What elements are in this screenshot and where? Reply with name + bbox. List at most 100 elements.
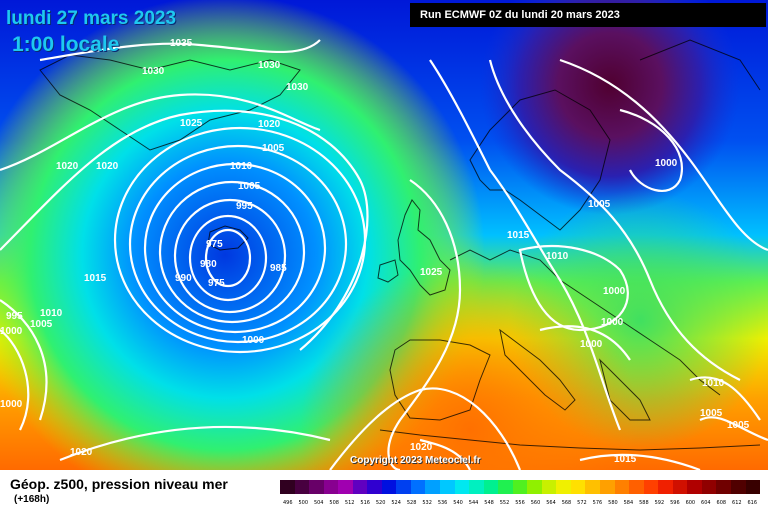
isobar-label: 1030 [258,60,281,71]
color-scale-ticks: 496 500 504 508 512 516 520 524 528 532 536 540 544 5… [280,500,760,510]
color-scale-tick: 524 [391,500,401,506]
isobar-label: 1010 [230,161,253,172]
isobar-label: 1005 [588,199,611,210]
color-scale-tick: 552 [499,500,510,506]
color-scale-swatch [541,480,557,494]
color-scale-tick: 600 [685,500,696,506]
color-scale-tick: 528 [406,500,417,506]
isobar-label: 1000 [242,335,265,346]
isobar-label: 1015 [84,273,107,284]
color-scale-tick: 592 [654,500,665,506]
color-scale-tick: 556 [515,500,525,506]
color-scale-swatch [498,480,513,494]
color-scale-tick: 544 [468,500,479,506]
color-scale-tick: 500 [298,500,308,506]
isobar-label: 1020 [56,161,79,172]
color-scale [280,480,761,494]
color-scale-tick: 576 [592,500,603,506]
color-scale-swatch [352,480,368,494]
color-scale-tick: 532 [422,500,432,506]
model-run-label: Run ECMWF 0Z du lundi 20 mars 2023 [410,3,766,27]
isobar-label: 985 [270,263,287,274]
color-scale-swatch [570,480,586,494]
color-scale-swatch [454,480,470,494]
color-scale-swatch [687,480,702,494]
isobar-label: 1020 [410,442,433,453]
color-scale-swatch [396,480,411,494]
isobar-label: 1005 [700,408,723,419]
isobar-label: 1000 [0,326,23,337]
color-scale-swatch [294,480,310,494]
isobar-label: 1010 [702,378,725,389]
color-scale-swatch [672,480,688,494]
color-scale-swatch [600,480,615,494]
color-scale-swatch [367,480,382,494]
forecast-date: lundi 27 mars 2023 [6,8,177,29]
color-scale-swatch [730,480,746,494]
color-scale-tick: 572 [577,500,587,506]
color-scale-tick: 520 [375,500,386,506]
isobar-label: 1020 [258,119,281,130]
color-scale-tick: 568 [561,500,572,506]
color-scale-swatch [425,480,441,494]
isobar-label: 1025 [180,118,203,129]
color-scale-swatch [338,480,353,494]
color-scale-swatch [512,480,528,494]
isobar-label: 1015 [507,230,530,241]
isobar-label: 990 [175,273,192,284]
isobar-label: 1010 [40,308,63,319]
color-scale-swatch [483,480,499,494]
color-scale-tick: 588 [639,500,649,506]
color-scale-swatch [658,480,673,494]
color-scale-tick: 548 [484,500,494,506]
color-scale-swatch [381,480,397,494]
color-scale-tick: 540 [453,500,463,506]
isobar-label: 1015 [614,454,637,465]
isobar-label: 980 [200,259,217,270]
color-scale-swatch [527,480,542,494]
color-scale-swatch [643,480,659,494]
isobar-label: 1000 [0,399,23,410]
color-scale-tick: 512 [344,500,355,506]
color-scale-tick: 596 [670,500,680,506]
color-scale-swatch [410,480,426,494]
isobar-label: 1000 [601,317,624,328]
isobar-labels: 1035 1030 1030 1030 1025 1020 1005 1020 … [0,38,750,465]
color-scale-tick: 564 [546,500,556,506]
color-scale-swatch [556,480,571,494]
color-scale-swatch [701,480,717,494]
isobar-label: 975 [206,239,223,250]
color-scale-swatch [614,480,630,494]
isobar-label: 1005 [238,181,261,192]
color-scale-tick: 608 [716,500,727,506]
isobar-label: 1005 [262,143,285,154]
isobar-label: 995 [236,201,253,212]
coastlines [39,39,761,451]
color-scale-tick: 580 [608,500,618,506]
color-scale-swatch [280,480,295,494]
isobar-label: 1035 [170,38,193,49]
color-scale-swatch [309,480,324,494]
isobar-label: 1025 [420,267,443,278]
lead-time: (+168h) [14,494,50,505]
color-scale-tick: 496 [282,500,293,506]
isobar-label: 1020 [70,447,93,458]
color-scale-swatch [716,480,731,494]
color-scale-swatch [440,480,455,494]
isobar-label: 1000 [603,286,626,297]
isobar-lines [0,39,768,470]
color-scale-tick: 612 [732,500,742,506]
weather-map: 1035 1030 1030 1030 1025 1020 1005 1020 … [0,0,768,470]
color-scale-tick: 584 [623,500,634,506]
isobar-label: 1030 [142,66,165,77]
color-scale-swatch [323,480,339,494]
color-scale-tick: 504 [313,500,324,506]
color-scale-swatch [469,480,484,494]
color-scale-tick: 516 [360,500,370,506]
color-scale-tick: 536 [437,500,448,506]
isobar-label: 1030 [286,82,309,93]
isobar-label: 1005 [727,420,750,431]
color-scale-swatch [629,480,644,494]
color-scale-tick: 604 [701,500,711,506]
